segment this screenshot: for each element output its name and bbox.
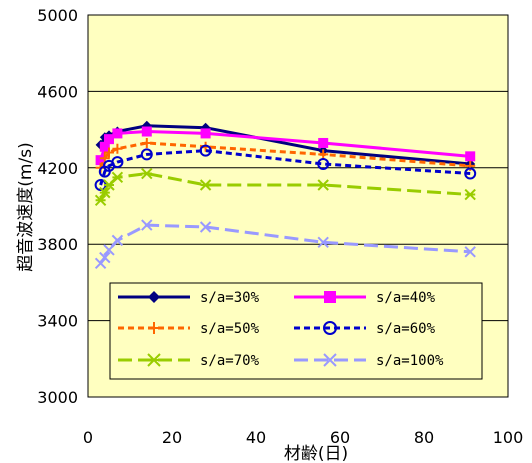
x-tick-label: 80 [414, 428, 434, 447]
data-point [464, 246, 476, 258]
data-point [111, 234, 124, 247]
data-point [317, 236, 329, 248]
x-tick-label: 20 [162, 428, 182, 447]
legend-label: s/a=40% [376, 290, 436, 306]
data-point [112, 128, 123, 139]
data-point [199, 221, 212, 233]
legend-entry: s/a=30% [118, 290, 260, 306]
data-point [318, 149, 329, 160]
data-point [199, 179, 212, 191]
series-s/a=100% [94, 219, 476, 270]
data-point [148, 322, 160, 334]
legend-label: s/a=30% [200, 290, 260, 306]
legend-entry: s/a=50% [118, 321, 260, 337]
legend-entry: s/a=70% [118, 353, 260, 369]
data-point [464, 188, 476, 201]
x-tick-labels: 0 20 40 60 80 100 [83, 428, 523, 447]
data-point [141, 219, 153, 231]
data-point [324, 291, 336, 303]
x-tick-label: 0 [83, 428, 93, 447]
y-tick-label: 3800 [37, 235, 78, 254]
data-point [111, 171, 124, 184]
data-point [317, 179, 329, 191]
y-tick-labels: 3000 3400 3800 4200 4600 5000 [37, 6, 78, 407]
data-point [141, 137, 152, 148]
legend-label: s/a=100% [376, 353, 444, 369]
data-point [323, 353, 337, 367]
y-axis-label: 超音波速度(m/s) [16, 142, 36, 271]
data-point [199, 144, 212, 157]
data-point [141, 167, 153, 180]
legend-box [109, 282, 483, 380]
data-point [147, 353, 161, 367]
series-s/a=40% [95, 126, 476, 166]
series-group [94, 120, 477, 270]
data-point [94, 257, 107, 270]
data-point [104, 147, 114, 158]
x-tick-label: 60 [330, 428, 350, 447]
data-point [99, 251, 111, 264]
data-point [111, 156, 124, 169]
data-point [95, 155, 106, 166]
legend-entry: s/a=40% [294, 290, 436, 306]
x-axis-label: 材齢(日) [284, 444, 348, 463]
x-tick-label: 100 [493, 428, 524, 447]
legend-entry: s/a=60% [294, 321, 436, 337]
data-point [465, 151, 476, 162]
y-tick-label: 4200 [37, 159, 78, 178]
data-point [317, 157, 330, 170]
series-s/a=70% [94, 167, 476, 206]
data-point [112, 143, 123, 154]
data-point [464, 167, 477, 180]
data-point [148, 291, 160, 303]
y-tick-label: 3400 [37, 312, 78, 331]
series-s/a=50% [95, 137, 476, 173]
data-point [200, 128, 211, 139]
legend-label: s/a=50% [200, 321, 260, 337]
legend: s/a=30% s/a=40% s/a=50% s/a=60% s/a=70% s/a=1… [109, 282, 483, 380]
data-point [141, 126, 152, 137]
data-point [94, 194, 107, 206]
x-tick-label: 40 [246, 428, 266, 447]
y-tick-label: 4600 [37, 82, 78, 101]
series-s/a=60% [94, 144, 477, 191]
data-point [104, 134, 114, 145]
data-point [99, 141, 110, 152]
legend-entry: s/a=100% [294, 353, 444, 369]
data-point [140, 148, 153, 161]
legend-label: s/a=60% [376, 321, 436, 337]
legend-label: s/a=70% [200, 353, 260, 369]
data-point [318, 137, 329, 148]
data-point [323, 321, 337, 335]
data-point [103, 244, 115, 256]
y-tick-label: 5000 [37, 6, 78, 25]
data-point [99, 186, 111, 199]
data-point [99, 153, 110, 164]
y-tick-label: 3000 [37, 388, 78, 407]
